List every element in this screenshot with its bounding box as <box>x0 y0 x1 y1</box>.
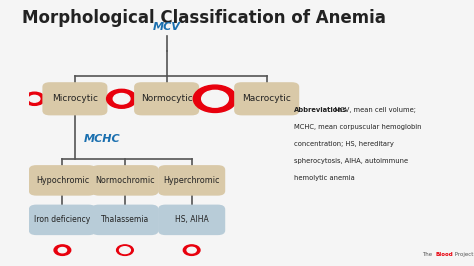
Text: Normocytic: Normocytic <box>141 94 192 103</box>
Text: Normochromic: Normochromic <box>95 176 155 185</box>
Text: MCV: MCV <box>153 22 181 32</box>
Circle shape <box>113 94 130 104</box>
Text: MCHC: MCHC <box>84 134 121 144</box>
Text: Macrocytic: Macrocytic <box>242 94 291 103</box>
Text: Hypochromic: Hypochromic <box>36 176 89 185</box>
Text: Thalassemia: Thalassemia <box>101 215 149 224</box>
Text: MCHC, mean corpuscular hemoglobin: MCHC, mean corpuscular hemoglobin <box>294 124 421 130</box>
Text: spherocytosis, AIHA, autoimmune: spherocytosis, AIHA, autoimmune <box>294 158 408 164</box>
Text: Project: Project <box>453 252 474 257</box>
FancyBboxPatch shape <box>158 205 225 235</box>
Circle shape <box>54 245 71 255</box>
Circle shape <box>201 90 228 107</box>
FancyBboxPatch shape <box>29 205 96 235</box>
FancyBboxPatch shape <box>91 165 158 196</box>
FancyBboxPatch shape <box>158 165 225 196</box>
FancyBboxPatch shape <box>134 82 199 115</box>
Circle shape <box>58 247 66 253</box>
Circle shape <box>193 85 237 113</box>
FancyBboxPatch shape <box>29 165 96 196</box>
Text: : MCV, mean cell volume;: : MCV, mean cell volume; <box>330 107 416 113</box>
Circle shape <box>117 245 133 255</box>
Text: Morphological Classification of Anemia: Morphological Classification of Anemia <box>22 9 386 27</box>
Text: HS, AIHA: HS, AIHA <box>175 215 209 224</box>
FancyBboxPatch shape <box>42 82 108 115</box>
FancyBboxPatch shape <box>91 205 158 235</box>
Circle shape <box>107 89 137 108</box>
Circle shape <box>187 247 196 253</box>
Text: concentration; HS, hereditary: concentration; HS, hereditary <box>294 141 394 147</box>
Circle shape <box>29 95 40 102</box>
Text: Microcytic: Microcytic <box>52 94 98 103</box>
Text: Iron deficiency: Iron deficiency <box>34 215 91 224</box>
Text: hemolytic anemia: hemolytic anemia <box>294 175 355 181</box>
Text: Abbreviations: Abbreviations <box>294 107 347 113</box>
FancyBboxPatch shape <box>234 82 299 115</box>
Circle shape <box>183 245 200 255</box>
Text: Hyperchromic: Hyperchromic <box>164 176 220 185</box>
Circle shape <box>119 247 130 253</box>
Circle shape <box>24 92 45 105</box>
Text: The: The <box>421 252 434 257</box>
Text: Blood: Blood <box>436 252 453 257</box>
